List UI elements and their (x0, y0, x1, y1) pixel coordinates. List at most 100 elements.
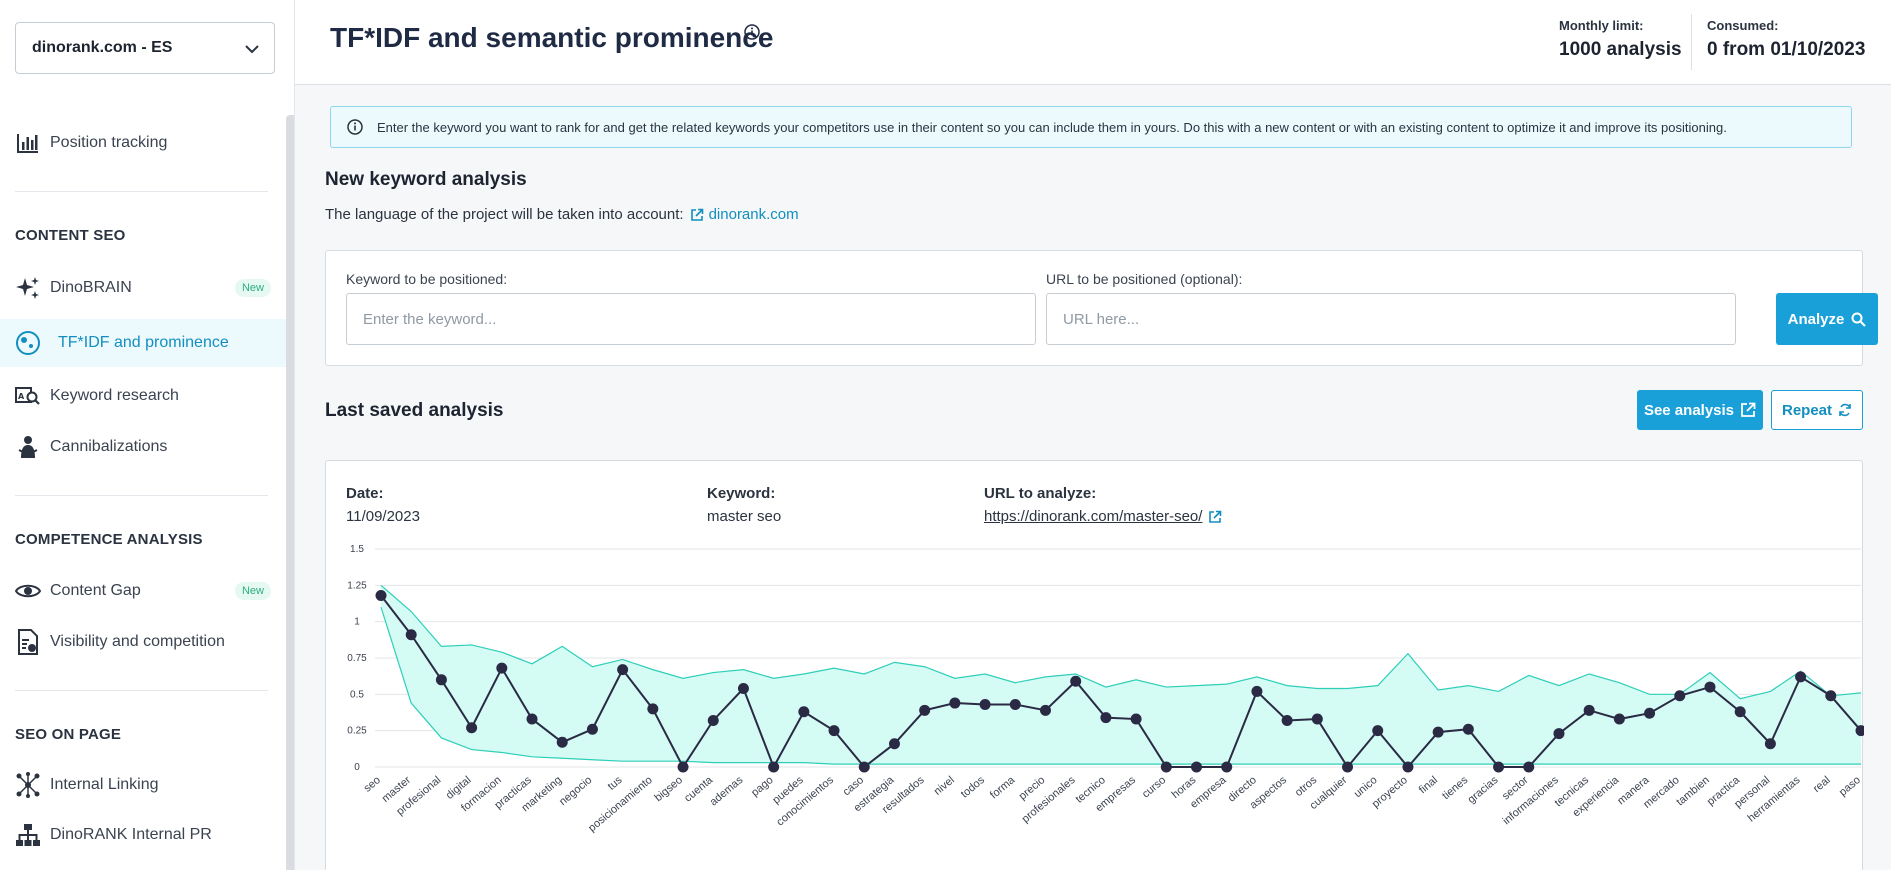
keyword-data-point (1764, 738, 1776, 750)
keyword-data-point (1795, 671, 1807, 683)
keyword-data-point (1825, 690, 1837, 702)
language-line: The language of the project will be take… (325, 206, 799, 223)
keyword-data-point (1221, 761, 1233, 773)
section-competence-analysis: COMPETENCE ANALYSIS (15, 531, 203, 548)
keyword-data-point (888, 738, 900, 750)
y-tick-label: 1 (354, 617, 360, 628)
keyword-data-point (707, 714, 719, 726)
keyword-data-point (556, 736, 568, 748)
keyword-data-point (1372, 725, 1384, 737)
analysis-form: Keyword to be positioned: URL to be posi… (325, 250, 1878, 366)
sidebar-item-position-tracking[interactable]: Position tracking (0, 119, 287, 167)
section-content-seo: CONTENT SEO (15, 227, 126, 244)
keyword-data-point (586, 723, 598, 735)
url-label: URL to be positioned (optional): (1046, 271, 1243, 287)
sidebar-item-label: DinoBRAIN (50, 279, 132, 296)
sidebar-divider (15, 690, 268, 691)
info-icon (347, 119, 363, 135)
y-tick-label: 0.25 (347, 726, 367, 737)
band-max-line (380, 584, 1862, 700)
analyzed-url-text: https://dinorank.com/master-seo/ (984, 508, 1203, 525)
keyword-data-point (405, 629, 417, 641)
repeat-button[interactable]: Repeat (1771, 390, 1863, 430)
y-tick-label: 0.5 (350, 689, 364, 700)
eye-icon (15, 578, 41, 604)
sidebar-item-label: Visibility and competition (50, 633, 225, 650)
consumed-label: Consumed: (1707, 18, 1779, 33)
info-banner-text: Enter the keyword you want to rank for a… (377, 119, 1727, 135)
keyword-data-point (798, 706, 810, 718)
sidebar-item-internal-linking[interactable]: Internal Linking (0, 761, 287, 809)
project-link[interactable]: dinorank.com (690, 206, 799, 223)
keyword-data-point (466, 722, 478, 734)
repeat-label: Repeat (1781, 401, 1833, 419)
project-selector[interactable]: dinorank.com - ES (15, 22, 275, 74)
keyword-data-point (979, 699, 991, 711)
keyword-data-point (1130, 713, 1142, 725)
keyword-data-point (1311, 713, 1323, 725)
chevron-down-icon (245, 45, 259, 54)
sidebar-item-content-gap[interactable]: Content Gap New (0, 567, 287, 615)
sidebar-divider (15, 191, 268, 192)
sidebar-divider (15, 495, 268, 496)
sidebar-item-cannibalizations[interactable]: Cannibalizations (0, 423, 287, 471)
tfidf-globe-icon (15, 330, 41, 356)
sidebar-item-dinobrain[interactable]: DinoBRAIN New (0, 264, 287, 312)
analyzed-url-link[interactable]: https://dinorank.com/master-seo/ (984, 508, 1222, 525)
sidebar-item-label: Keyword research (50, 387, 179, 404)
consumed: Consumed: 0 from 01/10/2023 (1707, 18, 1865, 61)
svg-text:A: A (18, 392, 25, 401)
keyword-data-point (768, 761, 780, 773)
monthly-limit-value: 1000 analysis (1559, 39, 1682, 60)
sidebar-scrollbar[interactable] (286, 115, 294, 870)
sidebar-item-visibility[interactable]: Visibility and competition (0, 618, 287, 666)
x-category-label: seo (362, 774, 383, 795)
keyword-data-point (1039, 704, 1051, 716)
consumed-value: 0 from 01/10/2023 (1707, 39, 1866, 60)
keyword-data-point (858, 761, 870, 773)
y-tick-label: 1.5 (350, 544, 364, 555)
band-min-line (380, 606, 1861, 765)
document-chart-icon (15, 629, 41, 655)
see-analysis-button[interactable]: See analysis (1637, 390, 1763, 430)
sidebar-item-label: DinoRANK Internal PR (50, 826, 212, 843)
keyword-data-point (677, 761, 689, 773)
refresh-icon (1839, 403, 1851, 417)
language-text: The language of the project will be take… (325, 206, 684, 223)
external-link-icon (690, 208, 703, 221)
x-category-label: caso (841, 774, 867, 798)
url-input[interactable] (1046, 293, 1736, 345)
header-separator (1691, 14, 1692, 70)
sidebar-item-internal-pr[interactable]: DinoRANK Internal PR (0, 811, 287, 859)
x-category-label: negocio (557, 774, 594, 808)
last-analysis-card: Date: 11/09/2023 Keyword: master seo URL… (325, 460, 1864, 870)
analyze-button[interactable]: Analyze (1776, 293, 1878, 345)
sidebar-item-keyword-research[interactable]: A Keyword research (0, 372, 287, 420)
external-link-icon (1741, 402, 1756, 417)
search-icon (1851, 312, 1867, 327)
sidebar: dinorank.com - ES Position tracking CONT… (0, 0, 295, 870)
keyword-data-point (1462, 723, 1474, 735)
keyword-data-point (496, 662, 508, 674)
sidebar-item-label: Position tracking (50, 134, 168, 151)
y-tick-label: 0.75 (347, 653, 367, 664)
x-category-label: todos (959, 774, 988, 801)
x-category-label: gracias (1466, 774, 1501, 806)
last-saved-title: Last saved analysis (325, 400, 504, 421)
x-category-label: real (1811, 774, 1833, 795)
sidebar-item-tfidf[interactable]: TF*IDF and prominence (0, 319, 287, 367)
x-category-label: forma (988, 774, 1018, 802)
keyword-data-point (1100, 712, 1112, 724)
info-icon[interactable] (744, 24, 760, 40)
keyword-data-point (617, 664, 629, 676)
x-category-label: nivel (932, 774, 957, 798)
keyword-data-point (1432, 726, 1444, 738)
competitor-range-band (381, 585, 1861, 765)
new-badge: New (234, 279, 271, 297)
keyword-input[interactable] (346, 293, 1036, 345)
keyword-meta-label: Keyword: (707, 485, 776, 502)
keyword-data-point (1191, 761, 1203, 773)
page-title: TF*IDF and semantic prominence (330, 22, 774, 53)
url-meta-value: https://dinorank.com/master-seo/ (984, 508, 1222, 525)
keyword-data-point (1281, 714, 1293, 726)
